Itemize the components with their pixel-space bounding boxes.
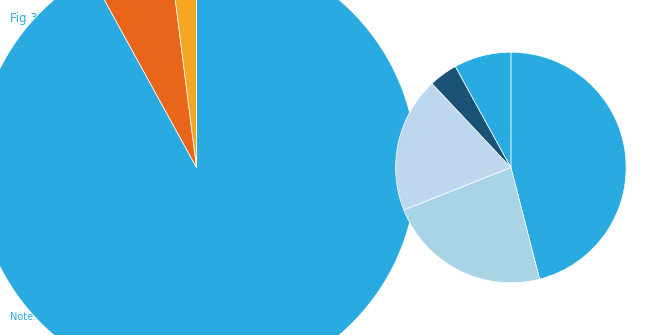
- Wedge shape: [432, 66, 511, 168]
- Wedge shape: [455, 52, 511, 168]
- Text: Top 26-50
23%: Top 26-50 23%: [565, 184, 616, 207]
- Wedge shape: [90, 0, 196, 168]
- Text: Other Top 25
46%: Other Top 25 46%: [477, 123, 544, 146]
- Text: Fig 35. Higher education destination summary: Fig 35. Higher education destination sum…: [10, 12, 284, 25]
- Text: Note: This chart excludes deferred entries.: Note: This chart excludes deferred entri…: [10, 312, 219, 322]
- Text: 4%: 4%: [370, 152, 386, 162]
- Text: Oxbridge: Oxbridge: [293, 152, 341, 162]
- Wedge shape: [0, 0, 417, 335]
- Wedge shape: [169, 0, 196, 168]
- Wedge shape: [511, 52, 626, 279]
- Text: UK universities
92%: UK universities 92%: [207, 152, 291, 176]
- Text: Remaining
19%: Remaining 19%: [428, 189, 484, 212]
- Wedge shape: [403, 168, 540, 283]
- Wedge shape: [396, 83, 511, 210]
